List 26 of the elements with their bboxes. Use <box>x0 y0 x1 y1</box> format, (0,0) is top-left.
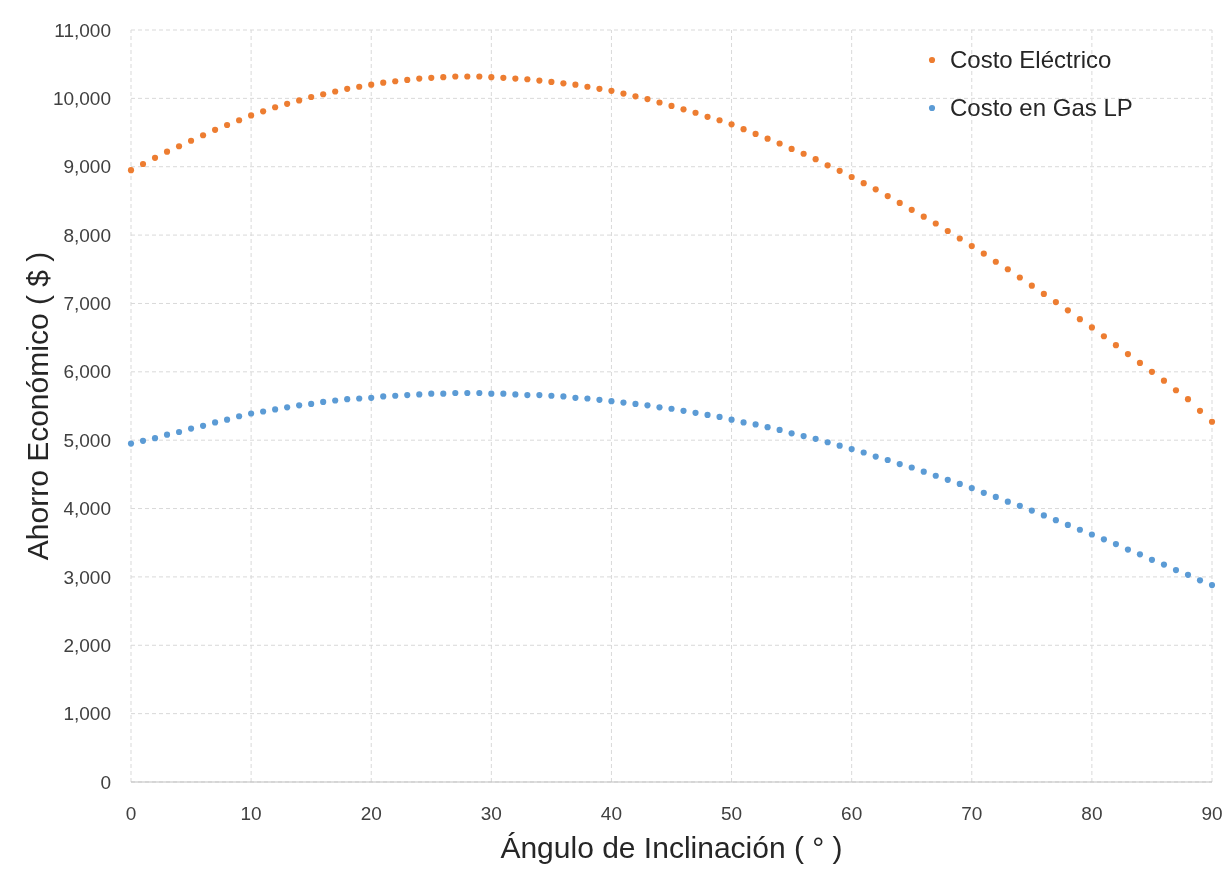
y-tick-label: 0 <box>100 771 111 793</box>
y-tick-label: 10,000 <box>52 88 111 110</box>
x-tick-label: 50 <box>720 803 743 824</box>
y-tick-label: 8,000 <box>63 224 111 246</box>
x-tick-label: 10 <box>240 803 262 824</box>
y-tick-label: 9,000 <box>63 156 111 178</box>
x-axis-title: Ángulo de Inclinación ( ° ) <box>500 831 843 864</box>
y-tick-label: 3,000 <box>63 566 111 588</box>
x-tick-label: 70 <box>961 803 983 824</box>
y-tick-label: 7,000 <box>63 293 111 315</box>
x-tick-label: 40 <box>600 803 623 824</box>
x-tick-label: 30 <box>480 803 502 824</box>
x-tick-label: 80 <box>1081 803 1103 824</box>
x-tick-label: 20 <box>360 803 382 824</box>
y-axis-title: Ahorro Económico ( $ ) <box>21 251 54 561</box>
y-tick-label: 1,000 <box>63 703 111 725</box>
x-tick-label: 90 <box>1201 803 1223 824</box>
y-tick-label: 4,000 <box>63 498 111 520</box>
x-tick-label: 60 <box>841 803 863 824</box>
y-tick-label: 5,000 <box>63 429 111 451</box>
y-tick-label: 6,000 <box>63 361 111 383</box>
x-tick-label: 0 <box>125 803 137 824</box>
legend-label: Costo en Gas LP <box>950 94 1133 122</box>
y-tick-label: 2,000 <box>63 634 111 656</box>
legend-label: Costo Eléctrico <box>950 46 1112 74</box>
y-tick-label: 11,000 <box>54 19 111 41</box>
